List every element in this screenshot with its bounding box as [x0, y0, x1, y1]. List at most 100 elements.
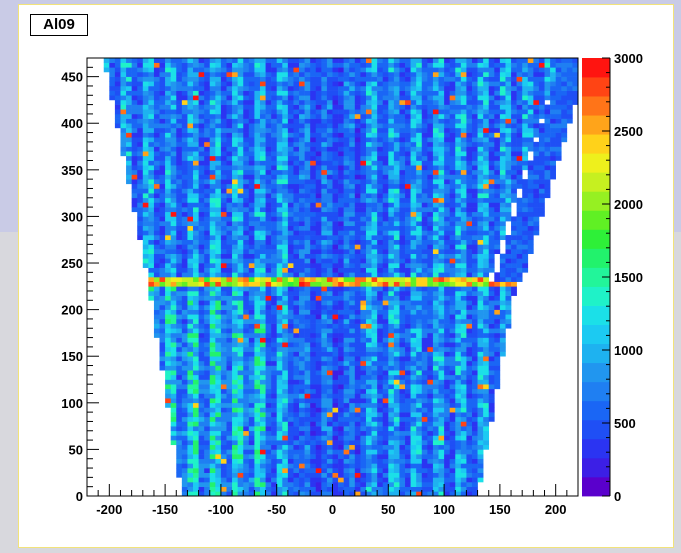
heatmap-bin	[209, 388, 216, 394]
heatmap-bin	[538, 174, 545, 180]
heatmap-bin	[483, 249, 490, 254]
heatmap-bin	[477, 472, 484, 478]
heatmap-bin	[483, 202, 490, 208]
heatmap-bin	[237, 449, 244, 455]
heatmap-bin	[460, 351, 467, 357]
heatmap-bin	[365, 249, 372, 254]
heatmap-bin	[193, 258, 199, 264]
heatmap-bin	[516, 244, 523, 250]
heatmap-bin	[248, 290, 255, 296]
heatmap-bin	[477, 165, 484, 171]
heatmap-bin	[438, 458, 445, 464]
heatmap-bin	[153, 183, 160, 189]
heatmap-bin	[421, 412, 428, 418]
heatmap-bin	[209, 174, 216, 180]
heatmap-bin	[315, 482, 322, 487]
heatmap-bin	[410, 253, 417, 259]
heatmap-bin	[410, 141, 417, 147]
heatmap-bin	[444, 197, 450, 203]
heatmap-bin	[271, 416, 278, 422]
heatmap-bin	[204, 449, 211, 455]
heatmap-bin	[243, 486, 250, 492]
heatmap-bin	[483, 155, 490, 161]
heatmap-bin	[220, 356, 227, 362]
heatmap-bin	[377, 286, 384, 292]
heatmap-bin	[438, 211, 445, 217]
heatmap-bin	[483, 286, 490, 292]
heatmap-bin	[455, 346, 462, 352]
heatmap-bin	[393, 351, 400, 357]
heatmap-bin	[533, 188, 540, 194]
heatmap-bin	[354, 449, 361, 455]
heatmap-bin	[427, 244, 434, 250]
heatmap-bin	[382, 165, 389, 171]
heatmap-bin	[232, 253, 238, 259]
heatmap-bin	[204, 379, 211, 385]
heatmap-bin	[220, 444, 227, 450]
heatmap-bin	[388, 430, 395, 436]
heatmap-bin	[271, 188, 278, 194]
heatmap-bin	[176, 188, 183, 194]
heatmap-bin	[427, 141, 434, 147]
heatmap-bin	[165, 244, 171, 250]
heatmap-bin	[148, 235, 155, 241]
heatmap-bin	[265, 304, 272, 310]
heatmap-bin	[248, 211, 255, 217]
heatmap-bin	[315, 458, 322, 464]
heatmap-bin	[232, 365, 238, 371]
heatmap-bin	[449, 225, 456, 231]
heatmap-bin	[299, 472, 305, 478]
heatmap-bin	[181, 412, 188, 418]
heatmap-bin	[215, 393, 222, 399]
heatmap-bin	[332, 300, 339, 306]
heatmap-bin	[248, 412, 255, 418]
heatmap-bin	[287, 379, 294, 385]
heatmap-bin	[243, 290, 250, 296]
heatmap-bin	[293, 151, 300, 157]
heatmap-bin	[259, 146, 266, 152]
heatmap-bin	[416, 318, 423, 324]
heatmap-bin	[371, 491, 378, 497]
heatmap-bin	[254, 304, 261, 310]
heatmap-bin	[360, 290, 367, 296]
heatmap-bin	[304, 221, 311, 227]
heatmap-bin	[455, 263, 462, 268]
heatmap-bin	[494, 356, 501, 362]
heatmap-bin	[338, 174, 344, 180]
heatmap-bin	[349, 160, 356, 166]
heatmap-bin	[516, 230, 523, 236]
heatmap-bin	[432, 346, 439, 352]
heatmap-bin	[494, 342, 501, 348]
heatmap-bin	[477, 440, 484, 446]
heatmap-bin	[259, 318, 266, 324]
heatmap-bin	[527, 239, 534, 245]
heatmap-bin	[193, 337, 199, 343]
heatmap-bin	[471, 468, 478, 473]
heatmap-bin	[382, 407, 389, 413]
heatmap-bin	[215, 151, 222, 157]
heatmap-bin	[399, 430, 406, 436]
heatmap-bin	[282, 486, 289, 492]
heatmap-bin	[254, 267, 261, 273]
heatmap-bin	[254, 253, 261, 259]
heatmap-bin	[220, 179, 227, 185]
heatmap-bin	[377, 472, 384, 478]
heatmap-bin	[377, 426, 384, 432]
heatmap-bin	[204, 169, 211, 175]
heatmap-bin	[432, 444, 439, 450]
heatmap-bin	[377, 235, 384, 241]
heatmap-bin	[405, 286, 411, 292]
heatmap-bin	[410, 211, 417, 217]
heatmap-bin	[282, 468, 289, 473]
heatmap-bin	[209, 211, 216, 217]
heatmap-bin	[248, 188, 255, 194]
heatmap-bin	[499, 141, 506, 147]
heatmap-bin	[265, 426, 272, 432]
heatmap-bin	[193, 137, 199, 143]
heatmap-bin	[388, 277, 395, 282]
heatmap-bin	[248, 221, 255, 227]
heatmap-bin	[455, 342, 462, 348]
heatmap-bin	[405, 468, 411, 473]
heatmap-bin	[304, 165, 311, 171]
heatmap-bin	[388, 230, 395, 236]
